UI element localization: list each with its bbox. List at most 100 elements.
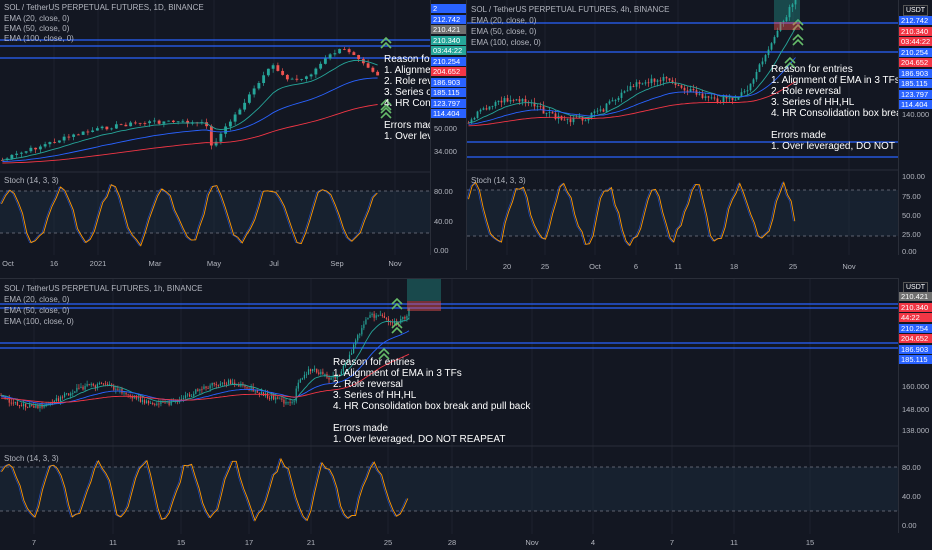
price-chart-1d[interactable] [0, 0, 430, 255]
candle [88, 384, 90, 386]
candle [107, 384, 109, 386]
candle [22, 403, 25, 407]
candle [333, 53, 337, 55]
candle [680, 85, 683, 88]
stoch-tick-100: 100.00 [902, 172, 925, 181]
candle [324, 373, 326, 375]
price-chart-1h[interactable] [0, 279, 898, 534]
candle [39, 404, 41, 409]
candle [95, 128, 99, 131]
stoch-tick-25: 25.00 [902, 230, 921, 239]
candle [67, 136, 71, 138]
candle [381, 314, 383, 316]
candle [398, 322, 400, 324]
candle [10, 154, 14, 159]
candle [320, 371, 322, 375]
time-tick: 25 [540, 262, 550, 271]
candle [355, 340, 357, 345]
time-axis-1d[interactable]: Oct 16 2021 Mar May Jul Sep Nov [0, 257, 430, 269]
candle [295, 78, 299, 80]
candle [626, 90, 629, 92]
candle [524, 99, 527, 103]
candle [743, 91, 746, 93]
candle [244, 385, 246, 388]
candle [119, 124, 123, 126]
take-profit-zone [774, 0, 800, 22]
candle [506, 98, 509, 102]
price-axis-4h[interactable]: USDT 212.742 210.340 03:44:22 210.254 204.65… [898, 0, 932, 256]
price-axis-1h[interactable]: USDT 210.421 210.340 44:22 210.254 204.652 18… [898, 278, 932, 533]
candle [129, 122, 133, 127]
candle [228, 121, 232, 127]
candle [43, 406, 45, 408]
candle [164, 401, 166, 403]
candle [281, 398, 283, 400]
currency-badge-4h[interactable]: USDT [903, 5, 929, 16]
candle [470, 119, 473, 123]
candle [240, 383, 242, 387]
candle [665, 77, 668, 79]
candle [143, 123, 147, 124]
price-label: 186.903 [899, 68, 932, 78]
stop-loss-zone [407, 301, 441, 311]
candle [57, 398, 60, 402]
candle [749, 83, 752, 91]
time-axis-1h[interactable]: 7 11 15 17 21 25 28 Nov 4 7 11 15 [0, 536, 898, 549]
candle [309, 74, 313, 77]
candle [154, 404, 156, 405]
price-axis-1d[interactable]: 2 212.742 210.421 210.340 03:44:22 210.254 204… [430, 0, 467, 255]
candle [340, 371, 342, 375]
price-chart-4h[interactable] [467, 0, 899, 255]
chart-pane-1h[interactable]: SOL / TetherUS PERPETUAL FUTURES, 1h, BI… [0, 278, 898, 534]
candle [408, 308, 410, 317]
candle [225, 383, 228, 385]
chart-pane-4h[interactable]: SOL / TetherUS PERPETUAL FUTURES, 4h, BI… [466, 0, 932, 270]
chart-title-1d: SOL / TetherUS PERPETUAL FUTURES, 1D, BI… [4, 3, 204, 12]
price-label: 212.742 [899, 16, 932, 25]
candle [80, 386, 82, 389]
candle [110, 128, 114, 130]
chart-pane-1d[interactable]: SOL / TetherUS PERPETUAL FUTURES, 1D, BI… [0, 0, 446, 270]
candle [266, 393, 269, 399]
candle [109, 384, 111, 386]
candle [256, 390, 258, 393]
candle [300, 78, 304, 80]
time-tick: 25 [788, 262, 798, 271]
candle [635, 82, 638, 87]
ytick-50: 50.000 [434, 124, 457, 133]
candle [692, 89, 695, 91]
candle [199, 389, 201, 391]
entry-arrow-icon [792, 18, 804, 26]
candle [8, 398, 10, 403]
candle [24, 151, 28, 153]
candle [304, 76, 308, 79]
take-profit-zone [407, 279, 441, 301]
candle [400, 318, 402, 324]
candle [638, 82, 641, 84]
candle [19, 152, 23, 154]
candle [275, 397, 277, 400]
candle [536, 106, 539, 107]
candle [145, 400, 148, 404]
candle [740, 92, 743, 98]
candle [279, 398, 281, 400]
candle [61, 396, 64, 398]
candle [500, 100, 503, 103]
candle [98, 383, 101, 385]
candle [623, 91, 626, 93]
price-label: 123.797 [899, 89, 932, 99]
candle [152, 403, 154, 405]
entry-arrow-icon [784, 56, 796, 64]
candle [48, 142, 52, 145]
candle [131, 396, 133, 399]
time-axis-4h[interactable]: 20 25 Oct 6 11 18 25 Nov [467, 260, 898, 272]
candle [322, 371, 324, 374]
candle [383, 315, 385, 319]
price-label: 210.421 [899, 292, 932, 301]
candle [123, 392, 125, 394]
candle [587, 118, 590, 121]
candle [363, 324, 365, 329]
candle [494, 102, 497, 107]
candle [299, 379, 301, 383]
time-tick: 17 [244, 538, 254, 547]
